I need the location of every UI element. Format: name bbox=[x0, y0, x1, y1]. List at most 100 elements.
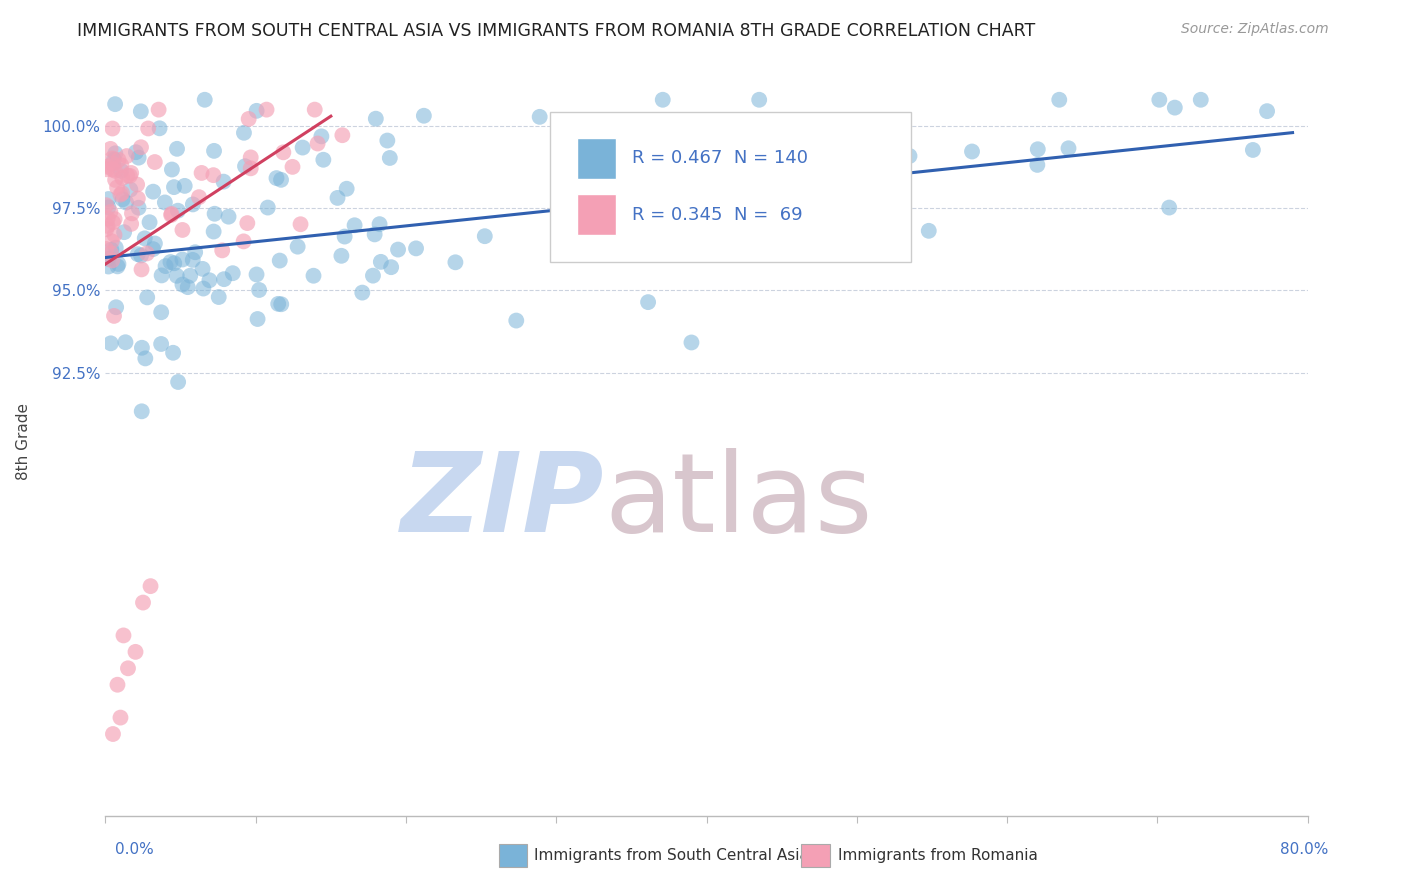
Text: 80.0%: 80.0% bbox=[1281, 842, 1329, 856]
Point bbox=[363, 227, 385, 242]
Point bbox=[1057, 141, 1080, 155]
Point bbox=[118, 169, 141, 183]
Point bbox=[121, 206, 143, 220]
Point bbox=[96, 242, 118, 256]
Point bbox=[311, 129, 333, 144]
Point bbox=[852, 117, 875, 131]
Point bbox=[1159, 201, 1181, 215]
Text: R = 0.467  N = 140: R = 0.467 N = 140 bbox=[631, 149, 808, 168]
Point bbox=[103, 309, 125, 323]
Point bbox=[127, 192, 149, 206]
Point bbox=[107, 260, 129, 274]
Point bbox=[727, 194, 749, 209]
Point bbox=[115, 195, 138, 210]
Point bbox=[412, 109, 434, 123]
Point bbox=[651, 93, 673, 107]
Point bbox=[110, 710, 132, 724]
Point bbox=[166, 268, 188, 283]
Point bbox=[266, 171, 288, 186]
Point bbox=[159, 255, 181, 269]
Point bbox=[312, 153, 335, 167]
Point bbox=[117, 169, 139, 183]
Point bbox=[380, 260, 402, 275]
Point bbox=[232, 235, 254, 249]
Point bbox=[134, 351, 156, 366]
Point bbox=[290, 217, 312, 231]
Point bbox=[841, 178, 863, 192]
Text: Immigrants from South Central Asia: Immigrants from South Central Asia bbox=[534, 848, 810, 863]
Point bbox=[104, 146, 127, 161]
Point bbox=[101, 727, 124, 741]
Point bbox=[129, 104, 152, 119]
Point bbox=[104, 173, 127, 187]
Point bbox=[287, 240, 309, 254]
Point bbox=[444, 255, 467, 269]
Point bbox=[173, 178, 195, 193]
Point bbox=[281, 160, 304, 174]
Point bbox=[179, 268, 201, 283]
Point bbox=[190, 166, 212, 180]
Point bbox=[332, 128, 354, 143]
Point bbox=[236, 216, 259, 230]
Point bbox=[112, 628, 135, 642]
Point bbox=[1241, 143, 1264, 157]
Point bbox=[107, 678, 129, 692]
Point bbox=[270, 297, 292, 311]
Point bbox=[378, 151, 401, 165]
Point bbox=[128, 151, 150, 165]
Point bbox=[194, 93, 217, 107]
Point bbox=[181, 197, 204, 211]
Point bbox=[124, 645, 146, 659]
Point bbox=[387, 243, 409, 257]
Point bbox=[302, 268, 325, 283]
FancyBboxPatch shape bbox=[550, 112, 911, 261]
Point bbox=[304, 103, 326, 117]
FancyBboxPatch shape bbox=[576, 194, 616, 235]
Point bbox=[96, 198, 118, 212]
Point bbox=[120, 166, 142, 180]
Point bbox=[120, 183, 142, 197]
Point bbox=[172, 277, 194, 292]
Point bbox=[364, 112, 387, 126]
Point bbox=[100, 243, 122, 257]
Point bbox=[143, 155, 166, 169]
Point bbox=[150, 337, 173, 351]
Point bbox=[880, 226, 903, 240]
Point bbox=[160, 162, 183, 177]
Point bbox=[744, 228, 766, 243]
Point bbox=[247, 283, 270, 297]
Point bbox=[96, 162, 118, 177]
Text: ZIP: ZIP bbox=[401, 448, 605, 555]
Point bbox=[239, 161, 262, 176]
Point bbox=[103, 227, 125, 242]
Point bbox=[218, 210, 240, 224]
Point bbox=[136, 290, 159, 304]
Point bbox=[610, 116, 633, 130]
Point bbox=[110, 158, 132, 172]
Point bbox=[172, 223, 194, 237]
Text: Source: ZipAtlas.com: Source: ZipAtlas.com bbox=[1181, 22, 1329, 37]
Point bbox=[368, 217, 391, 231]
Point bbox=[211, 244, 233, 258]
Point bbox=[889, 245, 911, 260]
Text: R = 0.345  N =  69: R = 0.345 N = 69 bbox=[631, 205, 803, 224]
Point bbox=[688, 145, 710, 159]
Point bbox=[202, 225, 225, 239]
Point bbox=[246, 312, 269, 326]
Point bbox=[918, 224, 941, 238]
Point bbox=[238, 112, 260, 126]
Point bbox=[100, 142, 122, 156]
Point bbox=[111, 186, 134, 200]
Point bbox=[111, 192, 134, 206]
Point bbox=[148, 103, 170, 117]
Point bbox=[198, 273, 221, 287]
Point bbox=[153, 195, 176, 210]
Point bbox=[101, 215, 124, 229]
Point bbox=[707, 244, 730, 258]
Point bbox=[139, 579, 162, 593]
Point bbox=[104, 241, 127, 255]
Point bbox=[681, 335, 703, 350]
Point bbox=[233, 159, 256, 173]
Point bbox=[114, 335, 136, 350]
Point bbox=[100, 246, 122, 260]
